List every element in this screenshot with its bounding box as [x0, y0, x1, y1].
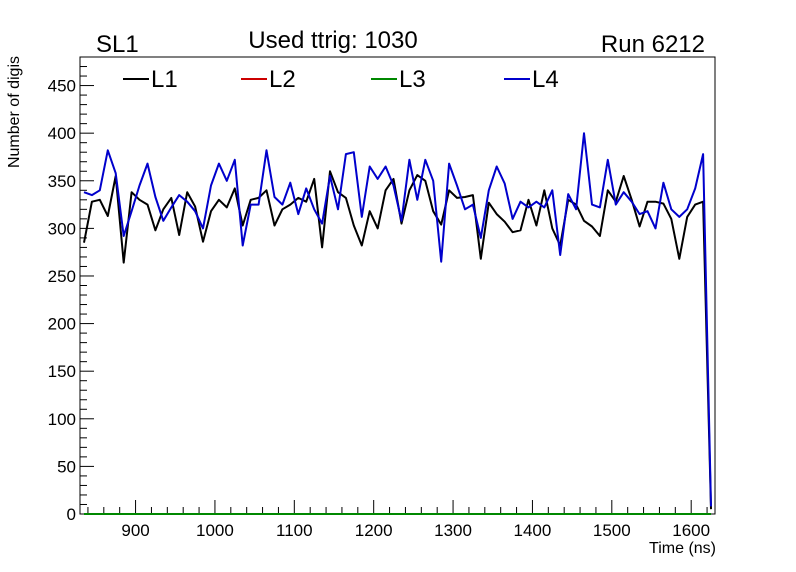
- chart-title: Used ttrig: 1030: [248, 27, 417, 54]
- legend: L1 L2 L3 L4: [123, 66, 559, 93]
- y-tick-label: 50: [57, 457, 76, 476]
- legend-label-l2: L2: [269, 66, 296, 93]
- x-axis-label: Time (ns): [649, 540, 716, 557]
- legend-label-l3: L3: [399, 66, 426, 93]
- y-tick-label: 0: [67, 505, 76, 524]
- y-tick-label: 450: [48, 77, 76, 96]
- x-tick-label: 1400: [514, 521, 552, 540]
- x-tick-label: 1600: [672, 521, 710, 540]
- y-tick-label: 300: [48, 219, 76, 238]
- series-lines: [83, 132, 712, 515]
- y-tick-label: 200: [48, 315, 76, 334]
- x-tick-label: 1300: [434, 521, 472, 540]
- x-tick-label: 1200: [355, 521, 393, 540]
- y-tick-label: 350: [48, 172, 76, 191]
- x-tick-label: 900: [121, 521, 149, 540]
- series-line-l1: [83, 170, 712, 510]
- y-axis-ticks: 0 50 100 150 200 250 300 350 400 450: [48, 56, 94, 524]
- title-right: Run 6212: [601, 31, 705, 58]
- plot-frame: [79, 56, 716, 515]
- y-tick-label: 100: [48, 410, 76, 429]
- legend-label-l1: L1: [151, 66, 178, 93]
- x-axis-ticks: 900 1000 1100 1200 1300 1400 1500 1600: [87, 500, 710, 540]
- y-axis-label: Number of digis: [6, 56, 23, 168]
- y-tick-label: 400: [48, 124, 76, 143]
- x-tick-label: 1100: [276, 521, 313, 540]
- series-line-l4: [83, 132, 712, 507]
- x-tick-label: 1000: [196, 521, 234, 540]
- legend-label-l4: L4: [532, 66, 559, 93]
- x-tick-label: 1500: [593, 521, 631, 540]
- title-left: SL1: [96, 31, 139, 58]
- y-tick-label: 250: [48, 267, 76, 286]
- y-tick-label: 150: [48, 362, 76, 381]
